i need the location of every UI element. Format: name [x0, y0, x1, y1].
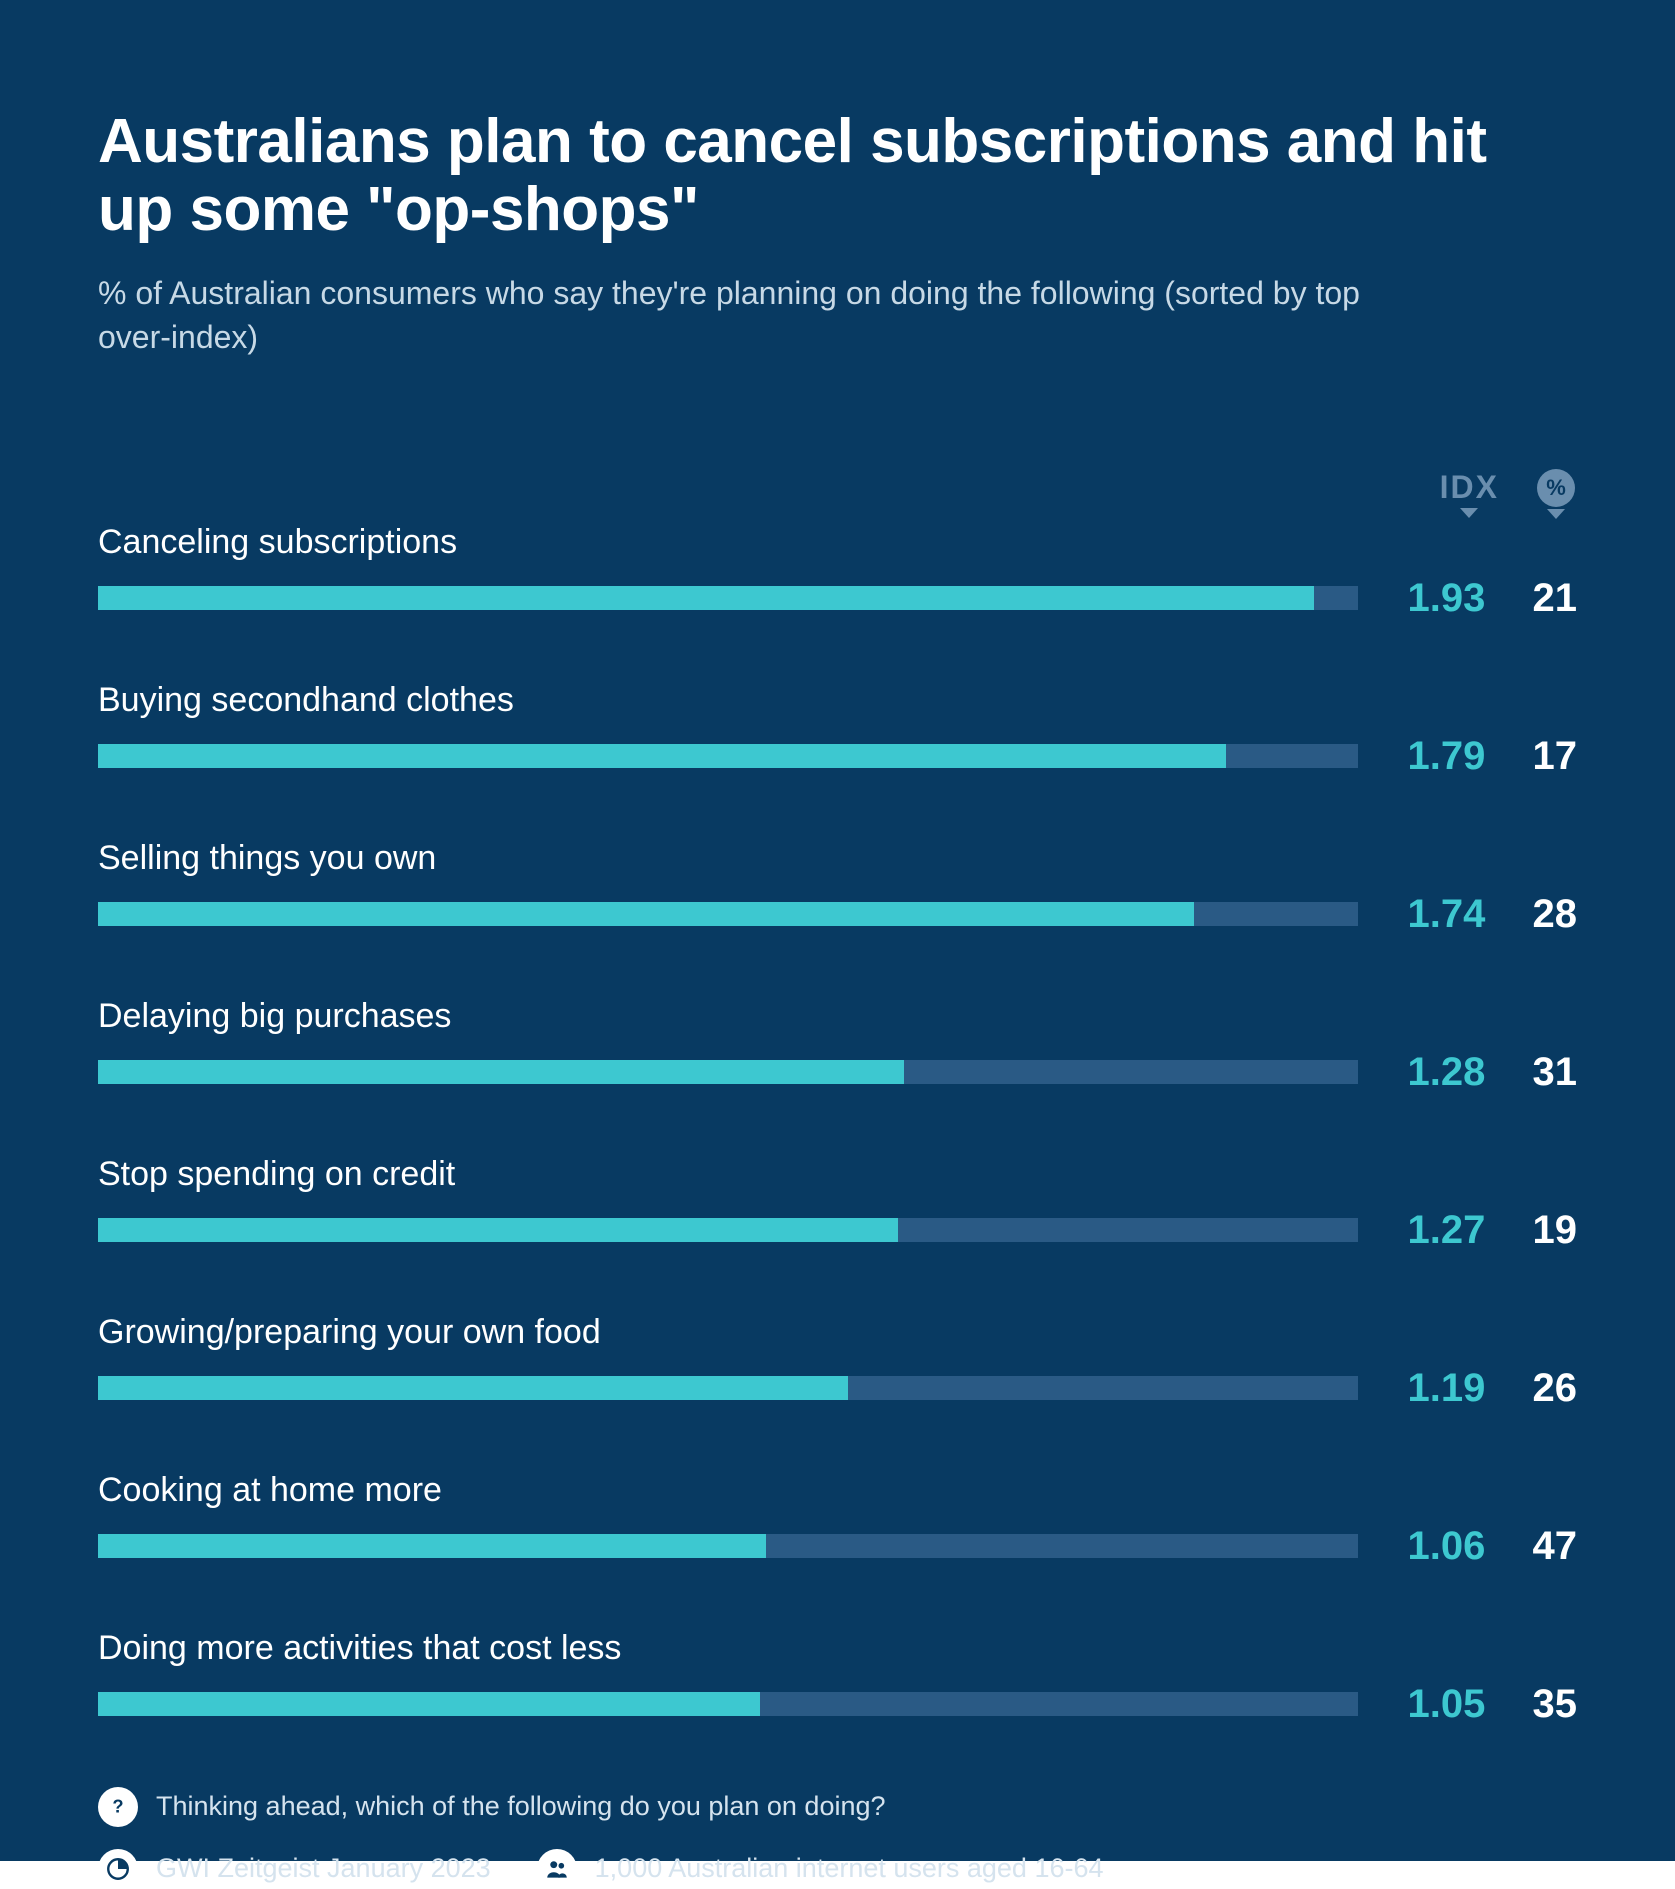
row-label: Growing/preparing your own food [98, 1313, 1577, 1352]
bar-fill [98, 1692, 760, 1716]
idx-value: 1.28 [1382, 1050, 1485, 1095]
bar-row: Stop spending on credit 1.27 19 [98, 1155, 1577, 1253]
bar-track [98, 744, 1358, 768]
row-body: 1.06 47 [98, 1524, 1577, 1569]
people-icon [537, 1849, 577, 1889]
bar-row: Doing more activities that cost less 1.05… [98, 1629, 1577, 1727]
bar-track [98, 1534, 1358, 1558]
idx-value: 1.79 [1382, 734, 1485, 779]
row-label: Doing more activities that cost less [98, 1629, 1577, 1668]
bar-row: Cooking at home more 1.06 47 [98, 1471, 1577, 1569]
column-headers: IDX % [98, 469, 1577, 519]
row-label: Selling things you own [98, 839, 1577, 878]
row-body: 1.19 26 [98, 1366, 1577, 1411]
bar-fill [98, 1218, 898, 1242]
footer-question: ? Thinking ahead, which of the following… [98, 1787, 886, 1827]
percent-icon: % [1537, 469, 1575, 507]
bar-row: Selling things you own 1.74 28 [98, 839, 1577, 937]
chart-subtitle: % of Australian consumers who say they'r… [98, 272, 1378, 358]
bar-track [98, 1218, 1358, 1242]
bar-track [98, 1060, 1358, 1084]
chevron-down-icon [1460, 508, 1478, 518]
row-body: 1.27 19 [98, 1208, 1577, 1253]
idx-value: 1.93 [1382, 576, 1485, 621]
pct-value: 26 [1509, 1366, 1577, 1411]
row-label: Buying secondhand clothes [98, 681, 1577, 720]
idx-value: 1.05 [1382, 1682, 1485, 1727]
bar-track [98, 902, 1358, 926]
bar-row: Canceling subscriptions 1.93 21 [98, 523, 1577, 621]
pct-value: 17 [1509, 734, 1577, 779]
idx-value: 1.27 [1382, 1208, 1485, 1253]
bar-fill [98, 1060, 904, 1084]
bar-rows: Canceling subscriptions 1.93 21 Buying seco… [98, 523, 1577, 1787]
idx-column-head[interactable]: IDX [1440, 469, 1499, 518]
svg-text:?: ? [112, 1796, 123, 1817]
row-body: 1.93 21 [98, 576, 1577, 621]
footer-source-text: GWI Zeitgeist January 2023 [156, 1853, 491, 1884]
pct-value: 21 [1509, 576, 1577, 621]
bar-fill [98, 1376, 848, 1400]
row-body: 1.05 35 [98, 1682, 1577, 1727]
row-label: Stop spending on credit [98, 1155, 1577, 1194]
footer-source: GWI Zeitgeist January 2023 [98, 1849, 491, 1889]
bar-row: Growing/preparing your own food 1.19 26 [98, 1313, 1577, 1411]
pct-value: 28 [1509, 892, 1577, 937]
chart-title: Australians plan to cancel subscriptions… [98, 108, 1577, 244]
pct-column-head[interactable]: % [1537, 469, 1575, 519]
row-label: Delaying big purchases [98, 997, 1577, 1036]
bar-fill [98, 744, 1226, 768]
idx-value: 1.19 [1382, 1366, 1485, 1411]
bar-track [98, 586, 1358, 610]
pct-value: 19 [1509, 1208, 1577, 1253]
row-label: Canceling subscriptions [98, 523, 1577, 562]
source-icon [98, 1849, 138, 1889]
pct-value: 47 [1509, 1524, 1577, 1569]
footer-sample: 1,000 Australian internet users aged 16-… [537, 1849, 1104, 1889]
row-body: 1.74 28 [98, 892, 1577, 937]
row-body: 1.79 17 [98, 734, 1577, 779]
idx-label: IDX [1440, 469, 1499, 506]
chart-page: Australians plan to cancel subscriptions… [0, 0, 1675, 1861]
bar-row: Delaying big purchases 1.28 31 [98, 997, 1577, 1095]
pct-value: 35 [1509, 1682, 1577, 1727]
footer-question-text: Thinking ahead, which of the following d… [156, 1791, 886, 1822]
bar-fill [98, 1534, 766, 1558]
idx-value: 1.06 [1382, 1524, 1485, 1569]
row-body: 1.28 31 [98, 1050, 1577, 1095]
footer-sample-text: 1,000 Australian internet users aged 16-… [595, 1853, 1104, 1884]
chart-footer: ? Thinking ahead, which of the following… [98, 1787, 1577, 1889]
bar-row: Buying secondhand clothes 1.79 17 [98, 681, 1577, 779]
bar-track [98, 1376, 1358, 1400]
question-icon: ? [98, 1787, 138, 1827]
bar-fill [98, 586, 1314, 610]
idx-value: 1.74 [1382, 892, 1485, 937]
pct-value: 31 [1509, 1050, 1577, 1095]
bar-fill [98, 902, 1194, 926]
row-label: Cooking at home more [98, 1471, 1577, 1510]
chevron-down-icon [1547, 509, 1565, 519]
bar-track [98, 1692, 1358, 1716]
